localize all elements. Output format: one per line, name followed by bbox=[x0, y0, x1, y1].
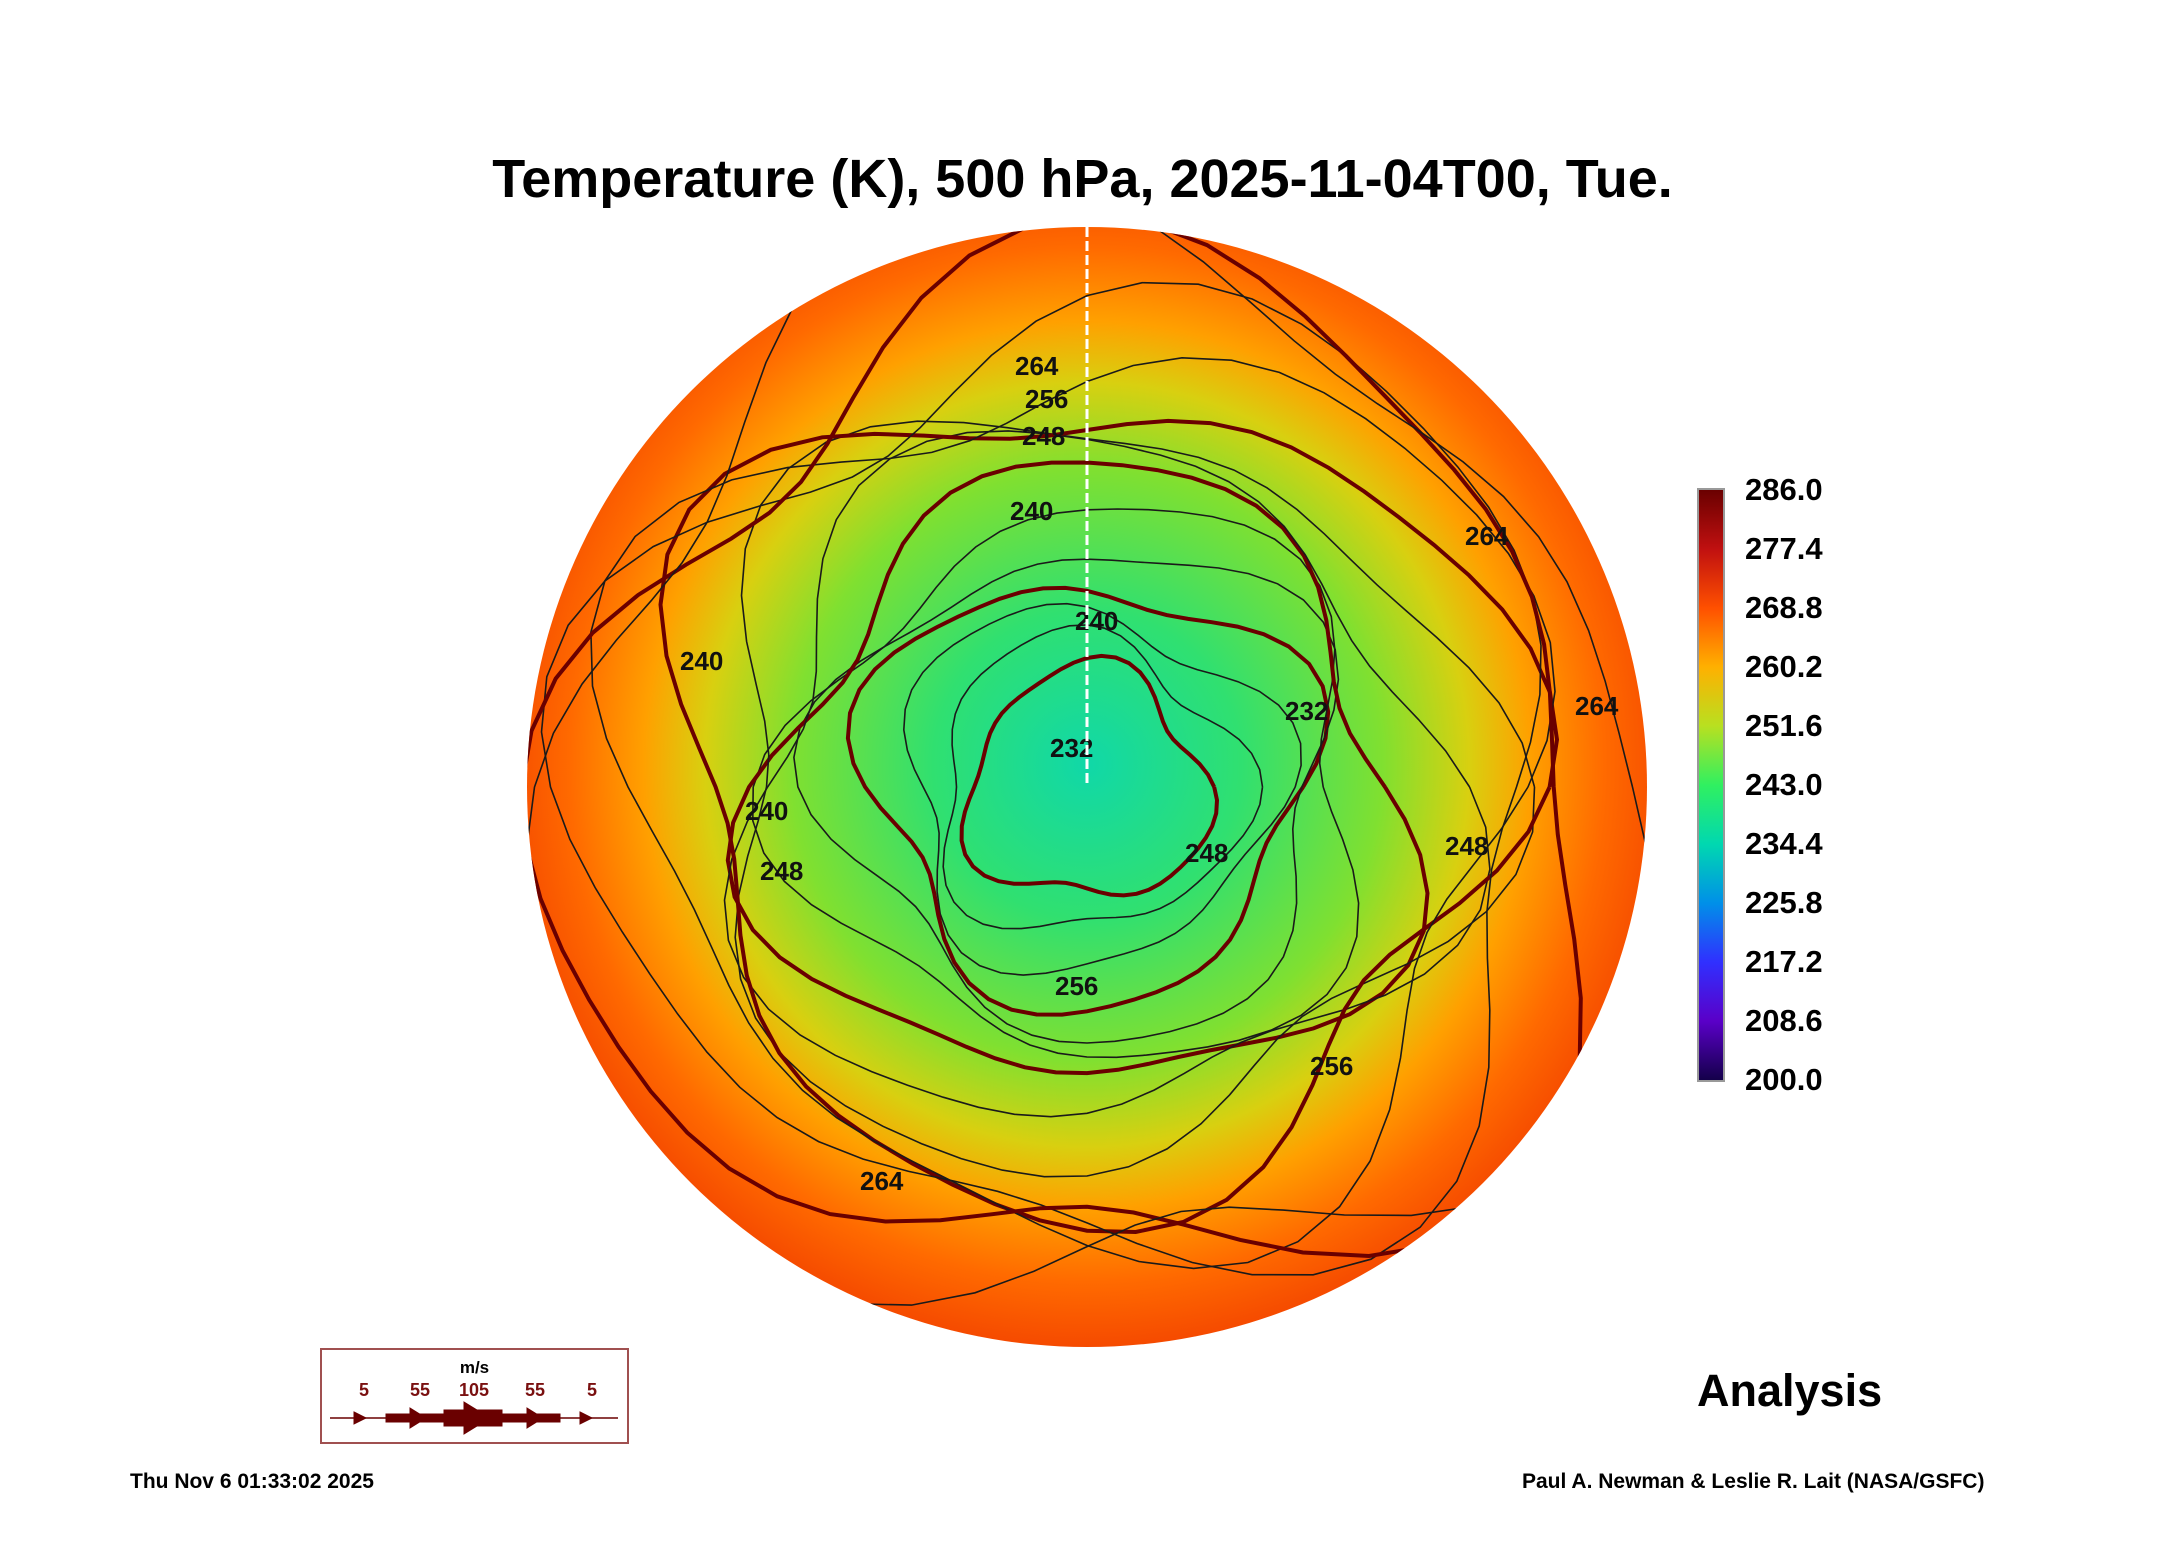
temperature-contour bbox=[527, 227, 1647, 1306]
colorbar-tick-label: 286.0 bbox=[1745, 472, 1823, 507]
contour-label: 248 bbox=[1185, 838, 1228, 868]
wind-unit: m/s bbox=[459, 1358, 490, 1377]
contour-label: 248 bbox=[1445, 831, 1488, 861]
colorbar-tick-label: 217.2 bbox=[1745, 944, 1823, 979]
contour-label: 248 bbox=[760, 856, 803, 886]
contour-label: 240 bbox=[680, 646, 723, 676]
streamline bbox=[527, 227, 1583, 1259]
colorbar-tick-label: 225.8 bbox=[1745, 885, 1823, 920]
streamline bbox=[658, 418, 1560, 1235]
temperature-contour bbox=[590, 356, 1556, 1270]
contour-label: 240 bbox=[745, 796, 788, 826]
contour-label: 256 bbox=[1055, 971, 1098, 1001]
colorbar-tick-label: 277.4 bbox=[1745, 531, 1823, 566]
contour-label: 240 bbox=[1010, 496, 1053, 526]
colorbar bbox=[1697, 488, 1725, 1082]
contour-label: 264 bbox=[1465, 521, 1509, 551]
temperature-contour bbox=[793, 558, 1340, 1044]
contour-label: 264 bbox=[860, 1166, 904, 1196]
wind-legend: m/s 5 55 105 55 5 bbox=[320, 1348, 629, 1444]
contour-label: 256 bbox=[1310, 1051, 1353, 1081]
streamline bbox=[725, 460, 1430, 1076]
temperature-contour bbox=[734, 420, 1536, 1178]
wind-label: 55 bbox=[409, 1380, 431, 1400]
colorbar-tick-label: 251.6 bbox=[1745, 708, 1823, 743]
temperature-contour bbox=[942, 624, 1264, 930]
colorbar-tick-label: 208.6 bbox=[1745, 1003, 1823, 1038]
timestamp: Thu Nov 6 01:33:02 2025 bbox=[130, 1470, 374, 1493]
contour-label: 264 bbox=[1015, 351, 1059, 381]
wind-label: 5 bbox=[586, 1380, 598, 1400]
colorbar-tick-label: 243.0 bbox=[1745, 767, 1823, 802]
wind-label: 5 bbox=[358, 1380, 370, 1400]
product-label: Analysis bbox=[1697, 1365, 1883, 1416]
colorbar-tick-label: 234.4 bbox=[1745, 826, 1823, 861]
contour-label: 256 bbox=[1025, 384, 1068, 414]
temperature-field bbox=[527, 227, 1647, 1347]
wind-arrow-scale bbox=[330, 1401, 618, 1435]
colorbar-tick-label: 260.2 bbox=[1745, 649, 1823, 684]
contour-label: 240 bbox=[1075, 606, 1118, 636]
temperature-contour bbox=[723, 430, 1491, 1118]
streamline bbox=[845, 585, 1331, 1017]
colorbar-tick-label: 200.0 bbox=[1745, 1062, 1823, 1097]
contour-label: 232 bbox=[1285, 696, 1328, 726]
wind-label: 105 bbox=[458, 1380, 490, 1400]
wind-label: 55 bbox=[524, 1380, 546, 1400]
credit: Paul A. Newman & Leslie R. Lait (NASA/GS… bbox=[1522, 1470, 1985, 1493]
colorbar-tick-label: 268.8 bbox=[1745, 590, 1823, 625]
contour-label: 264 bbox=[1575, 691, 1619, 721]
streamline bbox=[959, 653, 1220, 898]
chart-title: Temperature (K), 500 hPa, 2025-11-04T00,… bbox=[492, 149, 1673, 209]
temperature-contour bbox=[751, 508, 1360, 1059]
temperature-contour bbox=[902, 602, 1302, 976]
contour-label: 248 bbox=[1022, 421, 1065, 451]
